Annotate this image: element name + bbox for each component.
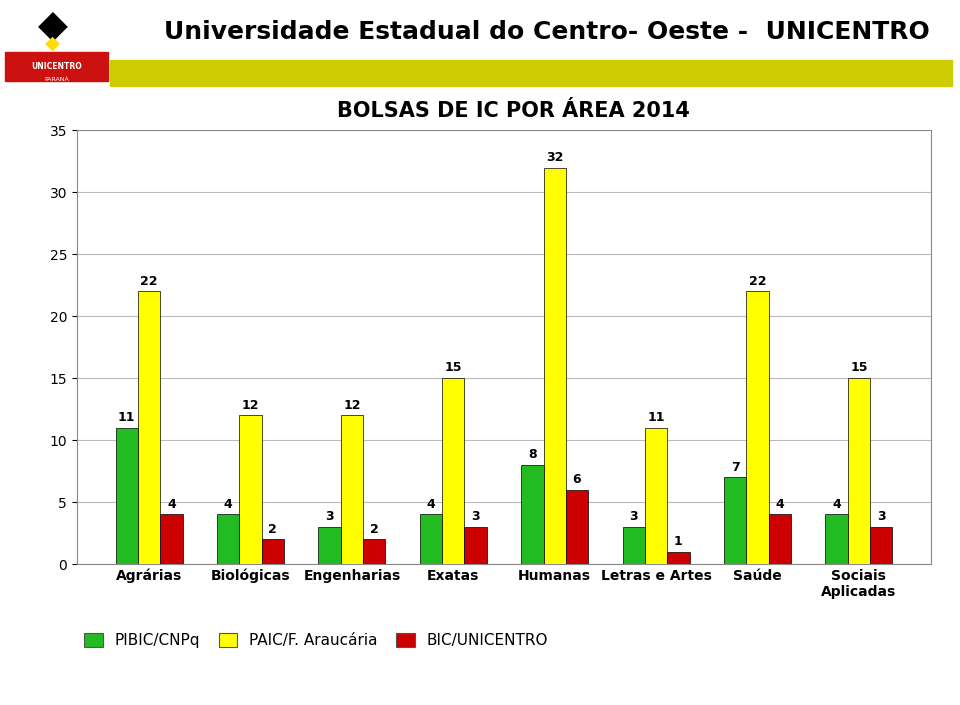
Text: 12: 12 bbox=[343, 398, 361, 412]
Text: 8: 8 bbox=[528, 448, 537, 461]
Text: 32: 32 bbox=[546, 151, 564, 164]
Text: 2: 2 bbox=[269, 522, 277, 536]
Text: 12: 12 bbox=[242, 398, 259, 412]
Text: PARANÁ: PARANÁ bbox=[44, 77, 69, 82]
Text: 2: 2 bbox=[370, 522, 378, 536]
Bar bbox=[848, 378, 870, 564]
Legend: PIBIC/CNPq, PAIC/F. Araucária, BIC/UNICENTRO: PIBIC/CNPq, PAIC/F. Araucária, BIC/UNICE… bbox=[84, 633, 548, 648]
Text: 4: 4 bbox=[832, 498, 841, 510]
Bar bbox=[115, 428, 138, 564]
Text: 3: 3 bbox=[876, 510, 885, 523]
FancyBboxPatch shape bbox=[110, 61, 952, 86]
Text: 15: 15 bbox=[444, 362, 462, 374]
Text: 4: 4 bbox=[167, 498, 176, 510]
Text: 4: 4 bbox=[224, 498, 232, 510]
Bar bbox=[319, 527, 341, 564]
Text: Universidade Estadual do Centro- Oeste -  UNICENTRO: Universidade Estadual do Centro- Oeste -… bbox=[164, 20, 930, 44]
Bar bbox=[645, 428, 667, 564]
Bar bbox=[521, 465, 543, 564]
Text: 6: 6 bbox=[573, 473, 582, 486]
Bar bbox=[138, 291, 160, 564]
Bar bbox=[826, 515, 848, 564]
Text: 3: 3 bbox=[630, 510, 638, 523]
Bar bbox=[870, 527, 893, 564]
Bar bbox=[623, 527, 645, 564]
Bar bbox=[724, 477, 746, 564]
Bar bbox=[746, 291, 769, 564]
Bar bbox=[239, 415, 262, 564]
Text: 11: 11 bbox=[118, 411, 135, 424]
Text: 1: 1 bbox=[674, 535, 683, 548]
Text: 3: 3 bbox=[471, 510, 480, 523]
Text: 22: 22 bbox=[749, 275, 766, 288]
FancyBboxPatch shape bbox=[5, 52, 108, 81]
Bar bbox=[262, 539, 284, 564]
Bar bbox=[443, 378, 465, 564]
Text: 22: 22 bbox=[140, 275, 157, 288]
Bar bbox=[667, 551, 689, 564]
Text: ◆: ◆ bbox=[45, 34, 60, 53]
Bar bbox=[217, 515, 239, 564]
Text: UNICENTRO: UNICENTRO bbox=[32, 62, 82, 71]
Bar bbox=[465, 527, 487, 564]
Text: 15: 15 bbox=[851, 362, 868, 374]
Text: 11: 11 bbox=[647, 411, 665, 424]
Bar bbox=[769, 515, 791, 564]
FancyBboxPatch shape bbox=[5, 9, 101, 77]
Bar bbox=[543, 168, 565, 564]
Bar bbox=[363, 539, 385, 564]
Text: 3: 3 bbox=[325, 510, 334, 523]
Text: 4: 4 bbox=[776, 498, 784, 510]
Bar bbox=[565, 490, 588, 564]
Bar bbox=[341, 415, 363, 564]
Text: 4: 4 bbox=[426, 498, 436, 510]
Text: ◆: ◆ bbox=[37, 6, 68, 44]
Bar bbox=[160, 515, 182, 564]
Text: 7: 7 bbox=[731, 460, 739, 474]
Text: BOLSAS DE IC POR ÁREA 2014: BOLSAS DE IC POR ÁREA 2014 bbox=[337, 101, 690, 121]
Bar bbox=[420, 515, 443, 564]
